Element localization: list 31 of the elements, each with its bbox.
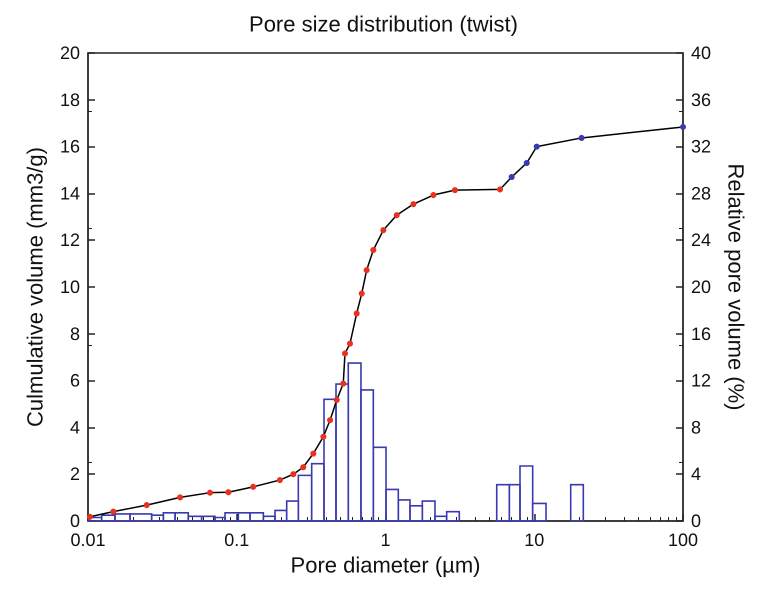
y-tick-label: 12 [60,230,80,250]
y-tick-label: 4 [70,417,80,438]
y-tick-label: 18 [60,90,80,110]
x-tick-label: 0.1 [224,530,250,550]
y2-tick-label: 16 [691,324,712,344]
y2-axis-title: Relative pore volume (%) [724,164,748,410]
y-tick-label: 20 [60,43,80,63]
chart-title: Pore size distribution (twist) [249,12,518,36]
y-tick-label: 8 [70,324,80,344]
y2-tick-label: 32 [691,136,712,157]
x-axis-title: Pore diameter (µm) [290,552,480,578]
x-tick-label: 10 [524,530,544,550]
y-tick-label: 2 [70,464,80,484]
y2-tick-label: 24 [691,230,712,250]
y-tick-label: 6 [70,370,80,391]
x-tick-label: 1 [380,530,391,550]
y-tick-label: 14 [60,183,80,204]
y-tick-label: 10 [60,277,80,297]
y2-tick-label: 4 [691,464,702,484]
y-axis-title: Culmulative volume (mm3/g) [22,147,48,427]
x-tick-label: 0.01 [70,530,106,550]
y2-tick-label: 28 [691,183,712,204]
y2-tick-label: 20 [691,277,712,297]
y2-tick-label: 0 [691,511,702,531]
y-tick-label: 0 [70,511,80,531]
y-tick-label: 16 [60,136,80,157]
x-tick-label: 100 [668,530,698,550]
y2-tick-label: 8 [691,417,702,438]
y2-tick-label: 12 [691,370,712,391]
y2-tick-label: 36 [691,90,712,110]
y2-tick-label: 40 [691,43,712,63]
